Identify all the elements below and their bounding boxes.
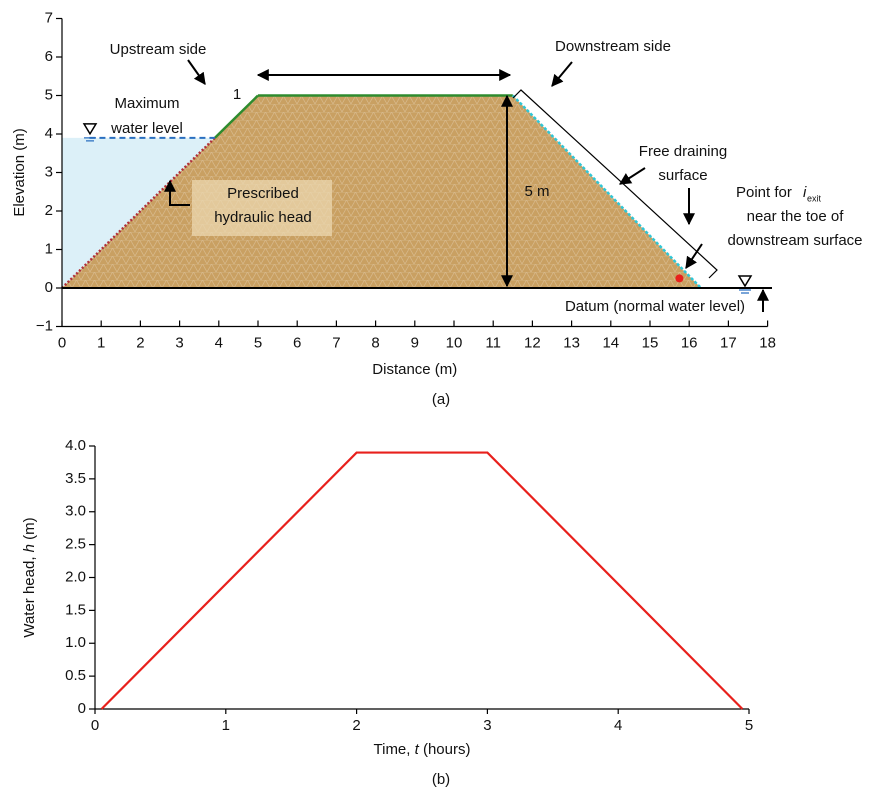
water-symbol — [84, 124, 96, 134]
annotation: Maximum — [114, 95, 179, 112]
y-tick-label: 2 — [45, 202, 53, 219]
annotation: Datum (normal water level) — [565, 298, 745, 315]
x-tick-label: 8 — [371, 334, 379, 351]
annotation: Free draining — [639, 143, 727, 160]
series-line — [102, 453, 743, 709]
y-tick-label: −1 — [36, 317, 53, 334]
x-tick-label: 5 — [745, 717, 753, 734]
x-tick-label: 15 — [642, 334, 659, 351]
x-tick-label: 0 — [91, 717, 99, 734]
arrow — [686, 244, 702, 268]
y-tick-label: 2.5 — [65, 536, 86, 553]
x-tick-label: 3 — [175, 334, 183, 351]
water-symbol — [739, 276, 751, 286]
label-part: Water head, — [21, 552, 38, 637]
annotation: 5 m — [524, 183, 549, 200]
annotation: water level — [110, 120, 183, 137]
x-tick-label: 6 — [293, 334, 301, 351]
plots: Upstream side Downstream side 1 Maximum wate… — [11, 9, 863, 788]
x-tick-label: 10 — [446, 334, 463, 351]
x-tick-label: 17 — [720, 334, 737, 351]
annotation: hydraulic head — [214, 209, 312, 226]
y-tick-label: 0 — [78, 700, 86, 717]
x-tick-label: 7 — [332, 334, 340, 351]
label-part: (hours) — [419, 741, 471, 758]
x-tick-label: 1 — [222, 717, 230, 734]
x-tick-label: 0 — [58, 334, 66, 351]
annotation: Point for — [736, 184, 792, 201]
y-tick-label: 1.0 — [65, 634, 86, 651]
y-tick-label: 7 — [45, 9, 53, 26]
annotation: downstream surface — [727, 232, 862, 249]
arrow — [552, 62, 572, 86]
annotation: near the toe of — [747, 208, 845, 225]
label-part: Time, — [374, 741, 415, 758]
x-tick-label: 12 — [524, 334, 541, 351]
y-tick-label: 3 — [45, 163, 53, 180]
annotation: Prescribed — [227, 185, 299, 202]
y-tick-label: 4 — [45, 125, 53, 142]
x-tick-label: 14 — [602, 334, 619, 351]
x-tick-label: 2 — [352, 717, 360, 734]
y-tick-label: 1.5 — [65, 601, 86, 618]
y-axis-label: Elevation (m) — [11, 128, 28, 216]
x-axis-label: Time, t (hours) — [374, 741, 471, 758]
arrow — [620, 168, 645, 184]
annotation: 1 — [233, 86, 241, 103]
x-tick-label: 4 — [614, 717, 622, 734]
y-tick-label: 3.5 — [65, 470, 86, 487]
caption: (a) — [432, 391, 450, 408]
annotation: Downstream side — [555, 38, 671, 55]
y-tick-label: 2.0 — [65, 568, 86, 585]
y-tick-label: 3.0 — [65, 503, 86, 520]
arrow — [188, 60, 205, 84]
x-axis-label: Distance (m) — [372, 361, 457, 378]
x-tick-label: 4 — [215, 334, 223, 351]
x-tick-label: 11 — [485, 334, 501, 351]
annotation: Upstream side — [110, 41, 207, 58]
x-tick-label: 1 — [97, 334, 105, 351]
exit-point — [675, 274, 683, 282]
y-tick-label: 6 — [45, 48, 53, 65]
x-tick-label: 3 — [483, 717, 491, 734]
y-tick-label: 0.5 — [65, 667, 86, 684]
water-symbol-lines — [739, 290, 751, 293]
y-tick-label: 4.0 — [65, 437, 86, 454]
x-tick-label: 2 — [136, 334, 144, 351]
annotation: exit — [807, 193, 822, 203]
label-part: (m) — [21, 517, 38, 544]
y-tick-label: 1 — [45, 240, 53, 257]
y-axis-label: Water head, h (m) — [21, 517, 38, 637]
y-tick-label: 5 — [45, 86, 53, 103]
caption: (b) — [432, 771, 450, 788]
annotation: surface — [658, 167, 707, 184]
x-tick-label: 16 — [681, 334, 698, 351]
x-tick-label: 13 — [563, 334, 580, 351]
y-tick-label: 0 — [45, 279, 53, 296]
x-tick-label: 18 — [759, 334, 776, 351]
figure: Upstream side Downstream side 1 Maximum wate… — [0, 0, 882, 800]
x-tick-label: 9 — [411, 334, 419, 351]
label-part: h — [21, 544, 38, 552]
x-tick-label: 5 — [254, 334, 262, 351]
